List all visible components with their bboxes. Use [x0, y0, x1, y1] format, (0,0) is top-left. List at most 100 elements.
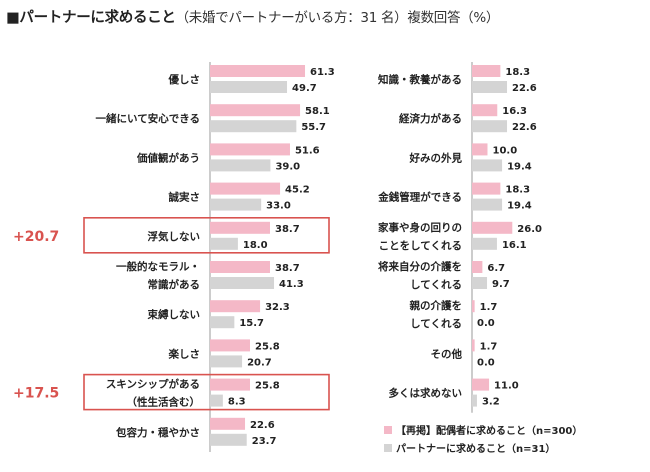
legend-swatch-1	[384, 426, 392, 434]
category-label: 楽しさ	[168, 347, 201, 360]
chart-title-sub: （未婚でパートナーがいる方：31 名）複数回答（%）	[175, 10, 500, 26]
legend-label-2: パートナーに求めること（n=31）	[396, 442, 555, 455]
category-label: 家事や身の回りの	[378, 221, 462, 234]
value-label-spouse: 38.7	[275, 224, 300, 235]
bar-partner-2-9	[472, 394, 477, 407]
bar-partner-1-3	[210, 159, 271, 172]
highlight-box	[83, 373, 330, 411]
value-label-spouse: 51.6	[295, 145, 320, 156]
value-label-partner: 22.6	[512, 122, 537, 133]
bar-partner-1-8	[210, 355, 243, 368]
value-label-partner: 33.0	[266, 201, 291, 212]
bar-spouse-2-8	[472, 339, 475, 352]
value-label-partner: 0.0	[477, 357, 495, 368]
value-label-partner: 19.4	[507, 201, 532, 212]
bar-spouse-1-8	[210, 339, 250, 352]
value-label-partner: 55.7	[301, 122, 326, 133]
category-label: 包容力・穏やかさ	[116, 426, 200, 439]
category-label: 優しさ	[168, 73, 201, 86]
value-label-spouse: 1.7	[480, 341, 498, 352]
highlight-box	[83, 217, 330, 254]
value-label-spouse: 18.3	[505, 67, 530, 78]
category-label: 束縛しない	[148, 308, 201, 321]
category-label: 浮気しない	[148, 230, 201, 243]
category-label: 一般的なモラル・	[116, 260, 200, 273]
bar-partner-2-1	[472, 81, 508, 93]
bar-partner-2-2	[472, 120, 508, 133]
bar-partner-1-9	[210, 394, 223, 407]
legend-swatch-2	[384, 444, 392, 452]
bar-spouse-1-9	[210, 378, 250, 391]
bar-spouse-2-7	[472, 300, 475, 313]
bar-spouse-2-5	[472, 221, 513, 234]
highlight-diff-label: +20.7	[13, 229, 59, 245]
value-label-partner: 18.0	[243, 240, 268, 251]
bar-spouse-2-9	[472, 378, 490, 391]
category-label: 多くは求めない	[389, 387, 463, 400]
value-label-spouse: 22.6	[250, 420, 275, 431]
bar-spouse-2-6	[472, 261, 483, 273]
bar-partner-1-2	[210, 120, 297, 133]
bar-spouse-1-2	[210, 104, 301, 117]
value-label-spouse: 38.7	[275, 263, 300, 274]
bar-spouse-1-10	[210, 417, 246, 430]
value-label-spouse: 10.0	[493, 145, 518, 156]
value-label-partner: 20.7	[247, 357, 272, 368]
value-label-partner: 15.7	[239, 318, 264, 329]
bar-partner-1-6	[210, 277, 275, 289]
bar-spouse-1-3	[210, 143, 290, 156]
category-label: 金銭管理ができる	[377, 191, 462, 204]
value-label-partner: 41.3	[279, 279, 304, 290]
category-label: （性生活含む）	[127, 396, 201, 409]
bar-spouse-1-7	[210, 300, 261, 313]
value-label-partner: 8.3	[228, 397, 246, 408]
bar-partner-2-5	[472, 237, 497, 250]
bar-partner-1-7	[210, 316, 235, 329]
value-label-spouse: 18.3	[505, 185, 530, 196]
value-label-partner: 16.1	[502, 240, 527, 251]
category-label: その他	[431, 347, 463, 360]
category-label: してくれる	[410, 318, 462, 330]
value-label-partner: 49.7	[292, 83, 317, 94]
bar-partner-1-1	[210, 81, 288, 93]
value-label-spouse: 1.7	[480, 302, 498, 313]
bar-spouse-1-1	[210, 65, 306, 77]
value-label-partner: 0.0	[477, 318, 495, 329]
category-label: 一緒にいて安心できる	[96, 112, 200, 125]
category-label: 価値観があう	[136, 151, 200, 164]
value-label-spouse: 61.3	[310, 67, 335, 78]
chart-title: ■パートナーに求めること（未婚でパートナーがいる方：31 名）複数回答（%）	[6, 6, 499, 27]
bar-partner-1-10	[210, 433, 247, 446]
value-label-partner: 19.4	[507, 161, 532, 172]
value-label-spouse: 11.0	[494, 381, 519, 392]
bar-spouse-1-4	[210, 182, 281, 195]
bar-partner-1-5	[210, 237, 238, 250]
value-label-spouse: 6.7	[487, 263, 505, 274]
category-label: 経済力がある	[399, 112, 462, 125]
value-label-spouse: 58.1	[305, 106, 330, 117]
category-label: してくれる	[410, 279, 462, 291]
bar-spouse-2-3	[472, 143, 488, 156]
category-label: ことをしてくれる	[379, 240, 462, 252]
value-label-spouse: 25.8	[255, 381, 280, 392]
category-label: 知識・教養がある	[378, 73, 462, 86]
category-label: スキンシップがある	[106, 378, 200, 391]
category-label: 親の介護を	[410, 299, 463, 312]
value-label-spouse: 16.3	[502, 106, 527, 117]
value-label-partner: 3.2	[482, 397, 500, 408]
category-label: 好みの外見	[409, 151, 463, 164]
value-label-partner: 23.7	[252, 436, 277, 447]
legend-label-1: 【再掲】配偶者に求めること（n=300）	[396, 424, 582, 437]
bar-spouse-1-6	[210, 261, 270, 273]
category-label: 誠実さ	[169, 191, 201, 204]
category-label: 常識がある	[148, 278, 201, 291]
value-label-partner: 22.6	[512, 83, 537, 94]
value-label-spouse: 32.3	[265, 302, 290, 313]
value-label-spouse: 26.0	[517, 224, 542, 235]
bar-partner-1-4	[210, 198, 262, 211]
bar-spouse-1-5	[210, 221, 270, 234]
bar-partner-2-6	[472, 277, 488, 289]
bar-spouse-2-1	[472, 65, 501, 77]
bar-spouse-2-4	[472, 182, 501, 195]
